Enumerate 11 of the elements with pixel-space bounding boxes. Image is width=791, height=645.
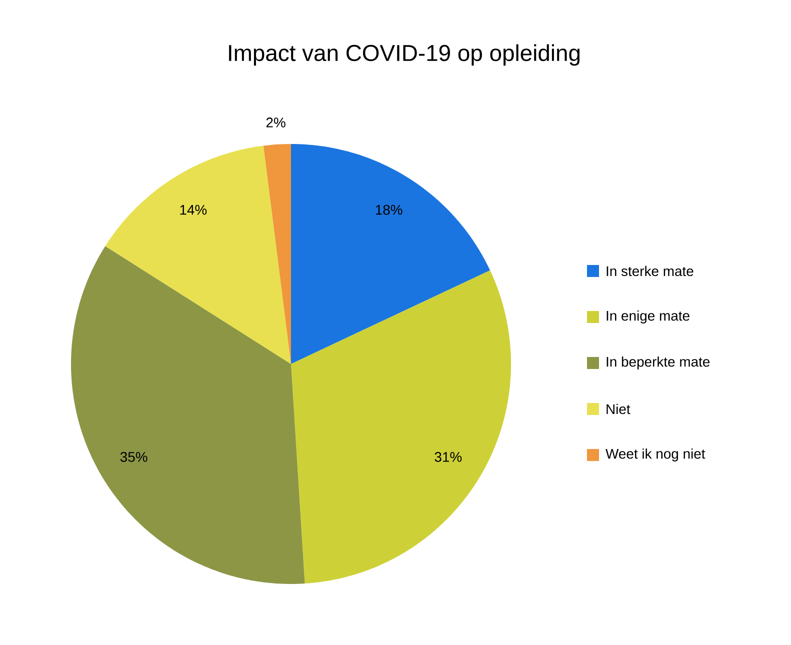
data-label: 14%: [180, 204, 207, 215]
legend-label: In enige mate: [606, 310, 690, 324]
data-label: 31%: [434, 452, 462, 462]
chart-title: Impact van COVID-19 op opleiding: [229, 44, 580, 66]
legend-label: Niet: [606, 404, 630, 414]
legend-label: Weet ik nog niet: [606, 448, 706, 462]
data-label: 35%: [120, 452, 148, 462]
data-label: 2%: [266, 118, 286, 128]
data-label: 18%: [376, 204, 402, 215]
legend-label: In sterke mate: [606, 266, 694, 276]
legend-label: In beperkte mate: [606, 356, 710, 370]
